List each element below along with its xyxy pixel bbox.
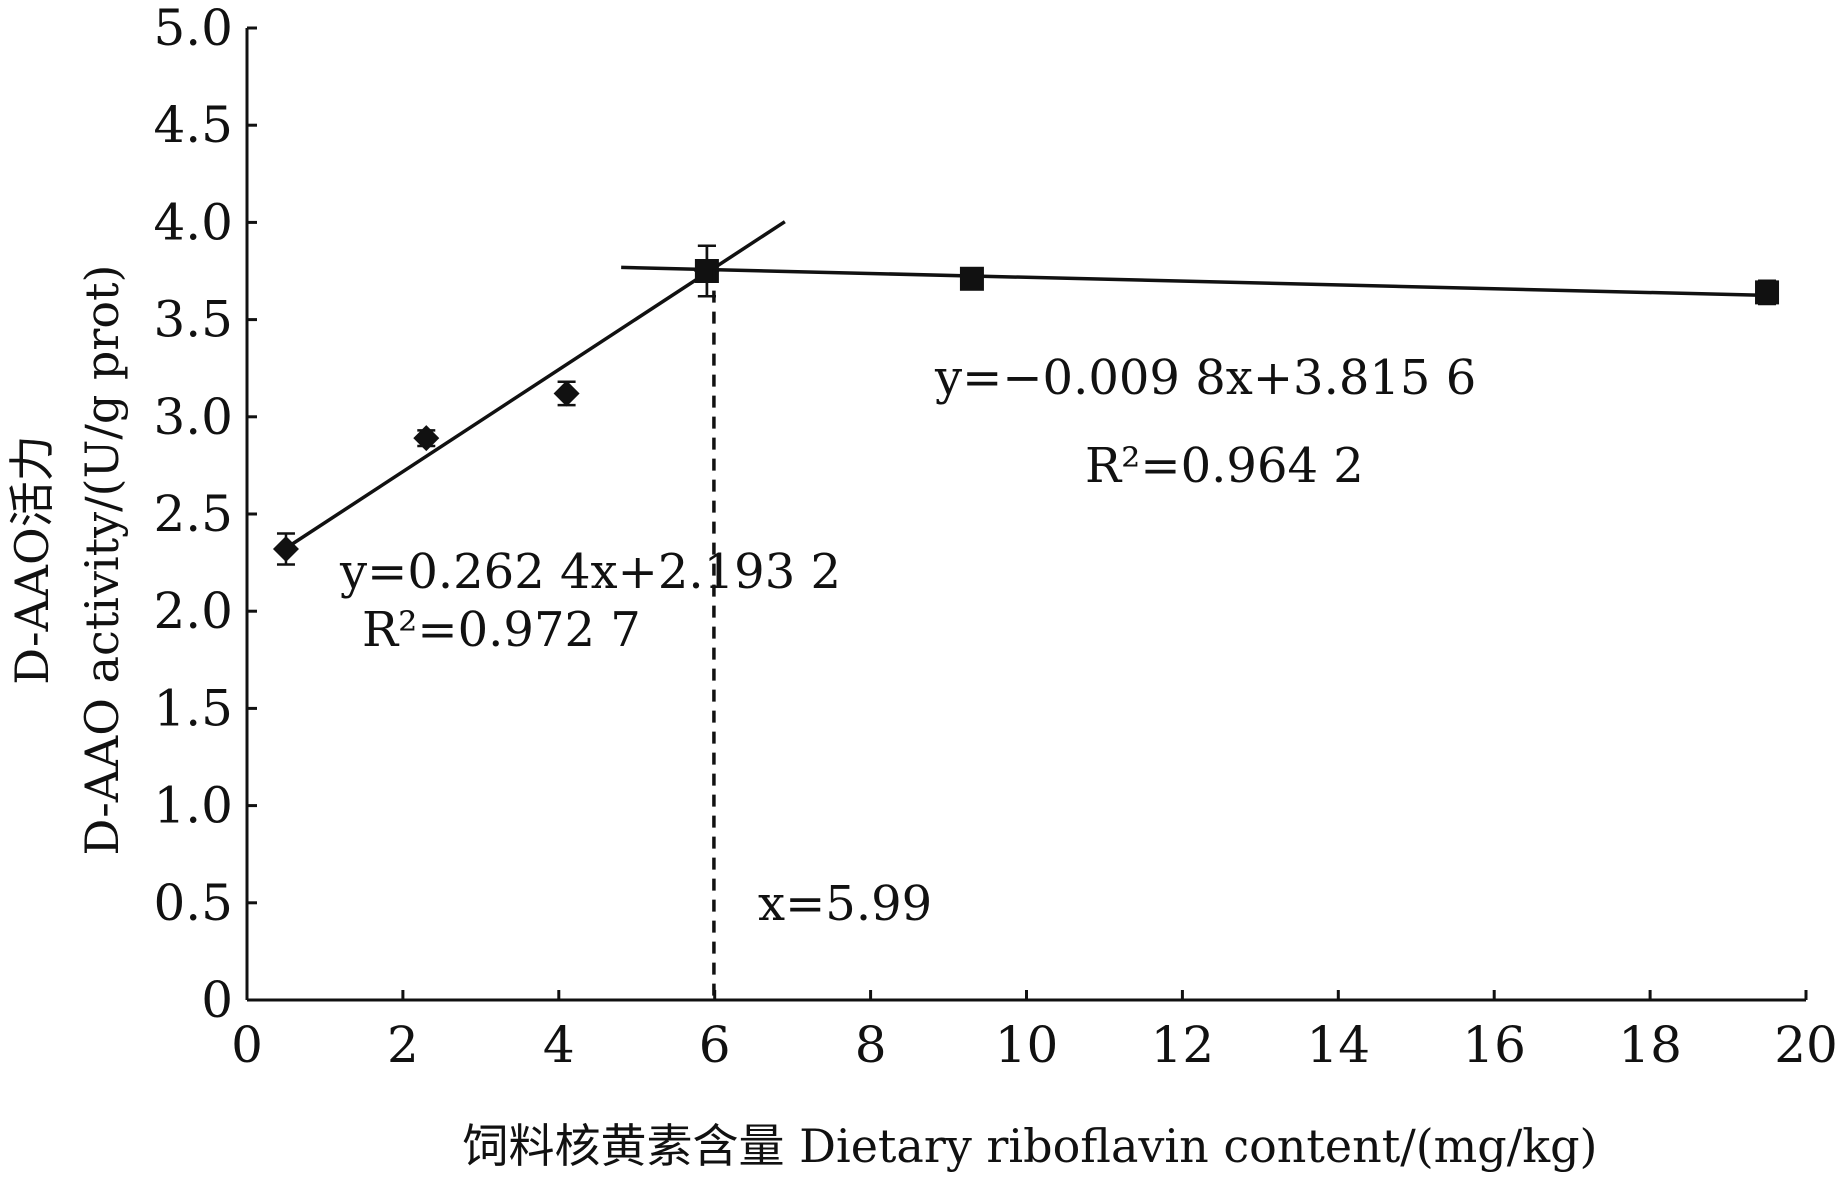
y-tick-label: 1.0: [153, 777, 233, 835]
x-axis-label: 饲料核黄素含量 Dietary riboflavin content/(mg/k…: [462, 1119, 1597, 1173]
data-markers: [272, 258, 1780, 562]
y-axis-label-cn: D-AAO活力: [5, 435, 59, 684]
y-tick-label: 2.5: [153, 485, 233, 543]
x-tick-label: 18: [1618, 1016, 1682, 1074]
x-tick-label: 2: [387, 1016, 419, 1074]
x-tick-label: 14: [1306, 1016, 1370, 1074]
x-tick-label: 20: [1774, 1016, 1838, 1074]
y-tick-label: 0.5: [153, 874, 233, 932]
x-tick-label: 0: [231, 1016, 263, 1074]
fit1-r-squared: R²=0.972 7: [362, 602, 641, 658]
fit2-r-squared: R²=0.964 2: [1085, 438, 1364, 494]
x-tick-label: 4: [543, 1016, 575, 1074]
breakpoint-label: x=5.99: [758, 876, 932, 932]
x-tick-label: 8: [855, 1016, 887, 1074]
x-tick-label: 16: [1462, 1016, 1526, 1074]
tick-labels: 0 0.5 1.0 1.5 2.0 2.5 3.0 3.5 4.0 4.5 5.0 0 2 4 6 8 10 12…: [153, 0, 1837, 1074]
y-tick-label: 3.5: [153, 291, 233, 349]
y-tick-label: 2.0: [153, 582, 233, 640]
fit1-equation: y=0.262 4x+2.193 2: [339, 544, 841, 600]
y-axis-label-en: D-AAO activity/(U/g prot): [75, 265, 129, 856]
fit2-equation: y=−0.009 8x+3.815 6: [934, 350, 1476, 406]
data-point-diamond: [413, 425, 440, 452]
y-tick-label: 4.0: [153, 193, 233, 251]
data-point-square: [959, 266, 984, 291]
data-point-diamond: [272, 535, 299, 562]
fit-line-2: [621, 265, 1768, 298]
y-tick-label: 4.5: [153, 96, 233, 154]
y-tick-label: 5.0: [153, 0, 233, 57]
tick-marks: [245, 26, 1808, 1002]
data-point-diamond: [553, 380, 580, 407]
x-tick-label: 6: [699, 1016, 731, 1074]
y-tick-label: 0: [201, 971, 233, 1029]
data-point-square: [1755, 280, 1780, 305]
x-tick-label: 10: [995, 1016, 1059, 1074]
y-tick-label: 3.0: [153, 388, 233, 446]
x-tick-label: 12: [1151, 1016, 1215, 1074]
y-tick-label: 1.5: [153, 679, 233, 737]
